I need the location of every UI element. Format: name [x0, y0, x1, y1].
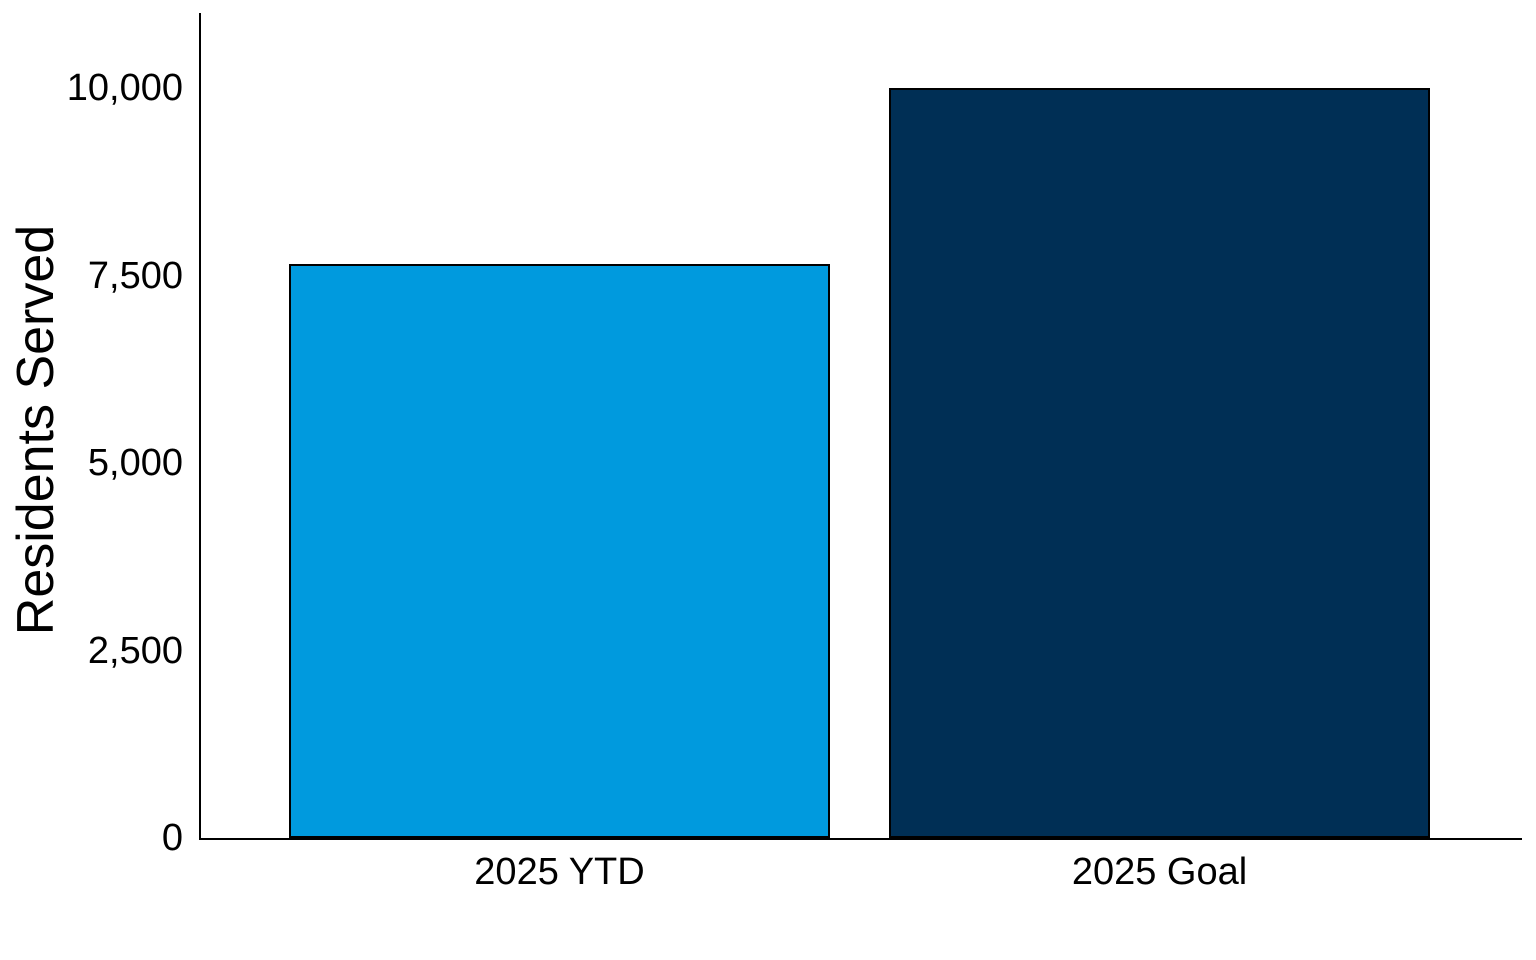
y-axis-line — [199, 13, 201, 840]
x-category-label: 2025 Goal — [1071, 851, 1248, 893]
y-tick-label: 7,500 — [87, 254, 183, 297]
x-category-label: 2025 YTD — [474, 851, 645, 893]
y-tick-label: 0 — [161, 817, 183, 859]
y-tick-label: 5,000 — [87, 442, 183, 484]
x-axis-line — [199, 838, 1522, 840]
y-tick-label: 2,500 — [87, 629, 183, 672]
y-tick-label: 10,000 — [66, 67, 183, 109]
bar-2025-ytd — [289, 264, 830, 838]
bar-2025-goal — [889, 88, 1430, 838]
